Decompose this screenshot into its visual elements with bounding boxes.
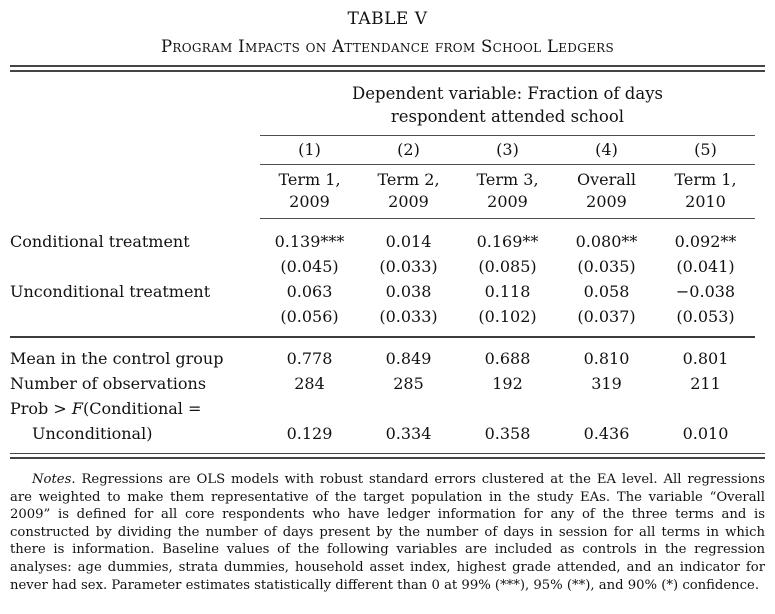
empty-cell xyxy=(10,304,260,338)
stderr-cell: (0.035) xyxy=(577,257,636,276)
stderr-cell: (0.033) xyxy=(379,257,438,276)
prob-label-suffix: (Conditional = xyxy=(82,399,202,418)
table-number-title: TABLE V xyxy=(347,9,428,29)
summary-value-cell: 0.436 xyxy=(583,424,630,443)
header-line: 2009 xyxy=(388,192,429,211)
summary-value-cell: 211 xyxy=(690,374,721,393)
estimate-cell: 0.014 xyxy=(385,232,432,251)
summary-value-cell: 0.688 xyxy=(484,349,531,368)
row-label-unconditional-treatment: Unconditional treatment xyxy=(10,282,211,301)
summary-value-cell: 319 xyxy=(591,374,622,393)
stderr-cell: (0.041) xyxy=(676,257,735,276)
summary-value-cell: 0.358 xyxy=(484,424,531,443)
prob-label-f-italic: F xyxy=(71,399,83,418)
row-label-prob-f-line2: Unconditional) xyxy=(32,424,153,443)
column-number-4: (4) xyxy=(557,135,656,165)
stderr-cell: (0.037) xyxy=(557,304,656,338)
notes-lead-italic: Notes. xyxy=(32,472,76,487)
column-number-1: (1) xyxy=(260,135,359,165)
empty-cell xyxy=(359,396,458,421)
conditional-estimates-row: Conditional treatment 0.139*** 0.014 0.1… xyxy=(10,219,755,255)
summary-value-cell: 0.010 xyxy=(682,424,729,443)
estimate-cell: 0.118 xyxy=(484,282,531,301)
empty-cell xyxy=(557,396,656,421)
estimate-cell: 0.058 xyxy=(583,282,630,301)
stderr-cell: (0.033) xyxy=(359,304,458,338)
summary-value-cell: 192 xyxy=(492,374,523,393)
column-header-term2-2009: Term 2, 2009 xyxy=(359,164,458,219)
header-line: 2009 xyxy=(487,192,528,211)
summary-value-cell: 0.849 xyxy=(385,349,432,368)
column-header-overall-2009: Overall 2009 xyxy=(557,164,656,219)
header-line: Term 1, xyxy=(278,170,341,189)
column-headers-row: Term 1, 2009 Term 2, 2009 Term 3, 2009 O… xyxy=(10,164,756,219)
bottom-double-rule xyxy=(10,453,765,459)
stderr-cell: (0.045) xyxy=(280,257,339,276)
estimate-cell: 0.169** xyxy=(476,232,539,251)
stderr-cell: (0.085) xyxy=(478,257,537,276)
observations-row: Number of observations 284 285 192 319 2… xyxy=(10,371,755,396)
unconditional-estimates-row: Unconditional treatment 0.063 0.038 0.11… xyxy=(10,279,755,304)
empty-cell xyxy=(10,254,260,279)
header-line: 2009 xyxy=(289,192,330,211)
notes-body: Regressions are OLS models with robust s… xyxy=(10,472,765,593)
summary-value-cell: 0.778 xyxy=(286,349,333,368)
empty-cell xyxy=(260,396,359,421)
estimate-cell: 0.038 xyxy=(385,282,432,301)
column-header-term3-2009: Term 3, 2009 xyxy=(458,164,557,219)
prob-label-prefix: Prob > xyxy=(10,399,72,418)
summary-value-cell: 0.129 xyxy=(286,424,333,443)
dependent-variable-line1: Dependent variable: Fraction of days xyxy=(352,84,663,103)
estimate-cell: 0.092** xyxy=(674,232,737,251)
empty-cell xyxy=(10,136,260,165)
summary-value-cell: 0.810 xyxy=(583,349,630,368)
stderr-cell: (0.056) xyxy=(260,304,359,338)
estimate-cell: 0.080** xyxy=(575,232,638,251)
header-line: Overall xyxy=(576,170,637,189)
dependent-variable-line2: respondent attended school xyxy=(390,107,625,126)
prob-f-label-row: Prob > F(Conditional = xyxy=(10,396,755,421)
empty-cell xyxy=(10,165,260,219)
summary-value-cell: 0.801 xyxy=(682,349,729,368)
column-header-term1-2010: Term 1, 2010 xyxy=(656,164,756,219)
header-line: 2010 xyxy=(685,192,726,211)
unconditional-stderr-row: (0.056) (0.033) (0.102) (0.037) (0.053) xyxy=(10,304,756,338)
empty-cell xyxy=(458,396,557,421)
stderr-cell: (0.053) xyxy=(656,304,756,338)
header-line: 2009 xyxy=(586,192,627,211)
summary-value-cell: 284 xyxy=(294,374,325,393)
prob-f-values-row: Unconditional) 0.129 0.334 0.358 0.436 0… xyxy=(10,421,755,453)
estimate-cell: 0.063 xyxy=(286,282,333,301)
summary-value-cell: 0.334 xyxy=(385,424,432,443)
estimate-cell: −0.038 xyxy=(675,282,736,301)
results-table: Dependent variable: Fraction of days res… xyxy=(10,72,756,453)
column-header-term1-2009: Term 1, 2009 xyxy=(260,164,359,219)
summary-value-cell: 285 xyxy=(393,374,424,393)
table-subtitle: Program Impacts on Attendance from Schoo… xyxy=(160,37,615,56)
empty-cell xyxy=(656,396,755,421)
header-line: Term 3, xyxy=(476,170,539,189)
control-mean-row: Mean in the control group 0.778 0.849 0.… xyxy=(10,337,755,371)
row-label-observations: Number of observations xyxy=(10,374,207,393)
header-line: Term 2, xyxy=(377,170,440,189)
row-label-conditional-treatment: Conditional treatment xyxy=(10,232,190,251)
dependent-variable-header: Dependent variable: Fraction of days res… xyxy=(260,72,756,136)
column-numbers-row: (1) (2) (3) (4) (5) xyxy=(10,135,756,165)
dependent-variable-row: Dependent variable: Fraction of days res… xyxy=(10,72,756,136)
column-number-2: (2) xyxy=(359,135,458,165)
estimate-cell: 0.139*** xyxy=(274,232,345,251)
stderr-cell: (0.102) xyxy=(458,304,557,338)
row-label-control-mean: Mean in the control group xyxy=(10,349,224,368)
empty-cell xyxy=(10,72,260,136)
row-label-prob-f-line1: Prob > F(Conditional = xyxy=(10,396,260,421)
conditional-stderr-row: (0.045) (0.033) (0.085) (0.035) (0.041) xyxy=(10,254,755,279)
column-number-5: (5) xyxy=(656,135,756,165)
column-number-3: (3) xyxy=(458,135,557,165)
top-double-rule xyxy=(10,65,765,72)
table-notes: Notes. Regressions are OLS models with r… xyxy=(10,471,765,594)
header-line: Term 1, xyxy=(674,170,737,189)
